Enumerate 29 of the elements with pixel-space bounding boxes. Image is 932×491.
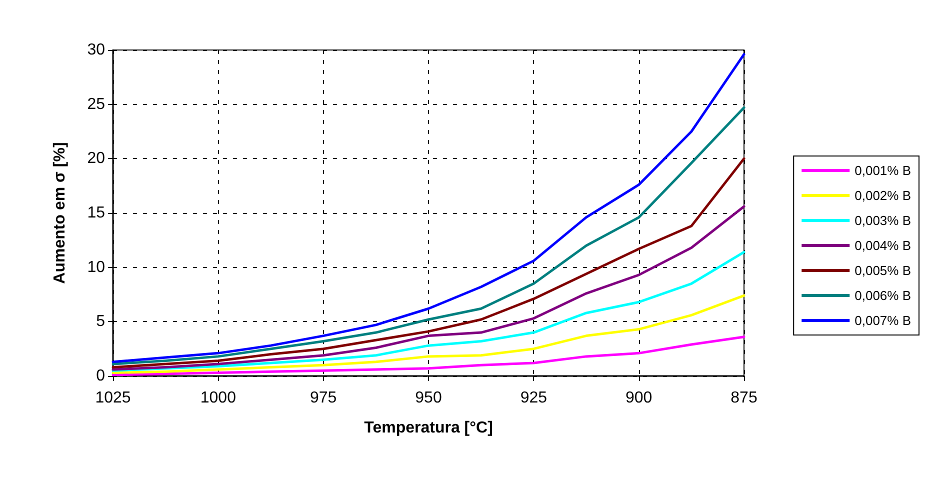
line-series — [112, 205, 746, 371]
x-tick-label: 875 — [730, 390, 758, 406]
x-tick-label: 950 — [415, 390, 442, 406]
legend-label: 0,004% B — [854, 238, 911, 253]
legend-label: 0,006% B — [854, 288, 911, 303]
y-tick-label: 10 — [87, 258, 106, 276]
y-tick-label: 15 — [87, 204, 106, 222]
legend-label: 0,007% B — [854, 313, 911, 328]
y-tick-label: 0 — [96, 368, 106, 384]
legend-label: 0,001% B — [854, 163, 911, 178]
y-axis-title: Aumento em σ [%] — [52, 142, 68, 284]
y-tick-label: 5 — [96, 313, 106, 330]
x-tick-label: 925 — [520, 390, 548, 406]
line-series — [112, 157, 746, 369]
line-series — [112, 294, 746, 374]
line-series — [112, 53, 746, 364]
y-tick-label: 30 — [87, 42, 106, 58]
line-series — [112, 106, 746, 366]
y-tick-label: 20 — [87, 150, 106, 168]
x-tick-label: 900 — [625, 390, 652, 406]
x-tick-label: 1000 — [200, 390, 236, 406]
x-tick-label: 975 — [310, 390, 337, 406]
x-tick-label: 1025 — [95, 390, 131, 406]
x-axis-title: Temperatura [°C] — [364, 420, 493, 436]
legend-label: 0,003% B — [854, 213, 911, 228]
y-tick-label: 25 — [87, 96, 106, 113]
line-series — [112, 250, 746, 372]
legend-label: 0,005% B — [854, 263, 911, 278]
legend-label: 0,002% B — [854, 188, 911, 203]
